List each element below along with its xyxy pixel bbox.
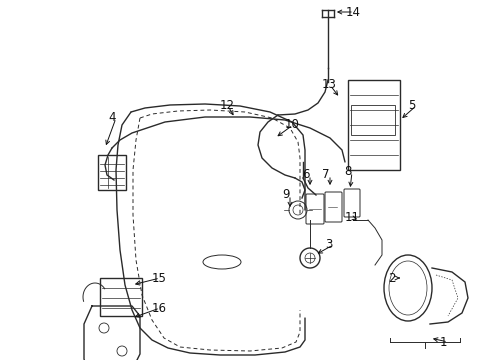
Bar: [350, 105, 394, 135]
Bar: [100, 278, 142, 316]
Bar: [98, 155, 126, 190]
Bar: [347, 80, 399, 170]
Text: 4: 4: [108, 112, 115, 125]
Text: 11: 11: [345, 211, 359, 225]
Text: 10: 10: [285, 118, 299, 131]
Text: 9: 9: [282, 189, 289, 202]
Text: 7: 7: [321, 168, 329, 181]
Text: 5: 5: [407, 99, 414, 112]
Text: 14: 14: [346, 5, 360, 18]
Text: 1: 1: [439, 336, 447, 348]
Text: 16: 16: [152, 301, 167, 315]
Text: 8: 8: [343, 166, 351, 179]
Text: 13: 13: [321, 78, 336, 91]
Text: 12: 12: [220, 99, 235, 112]
Text: 3: 3: [325, 238, 332, 252]
Text: 15: 15: [152, 271, 166, 284]
Text: 2: 2: [387, 271, 395, 284]
Text: 6: 6: [302, 168, 309, 181]
